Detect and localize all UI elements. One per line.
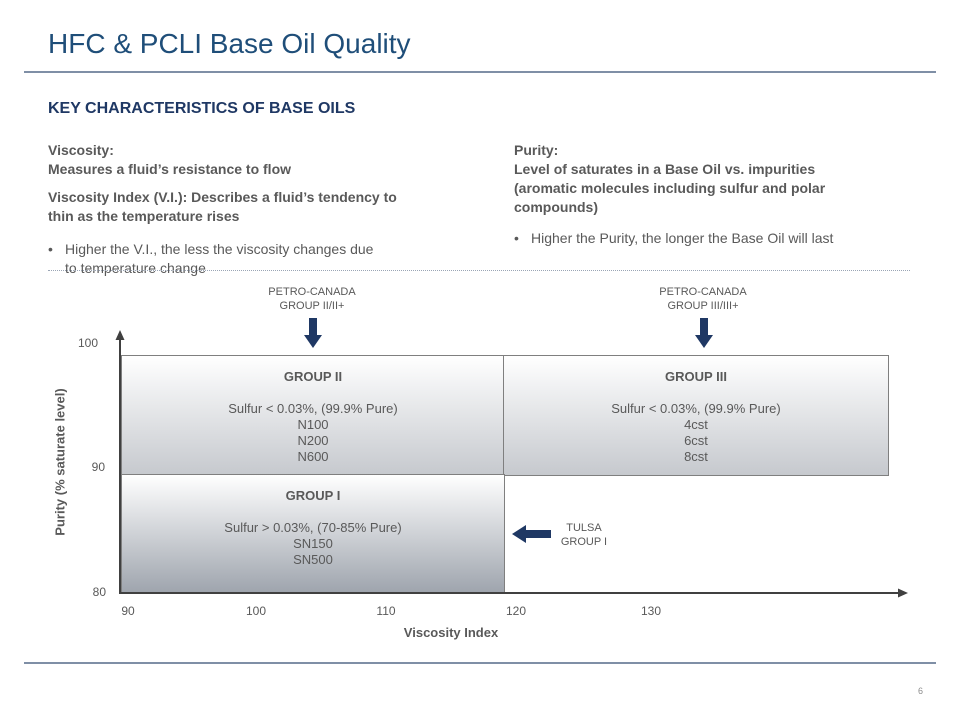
down-arrow-icon	[695, 318, 713, 348]
group-3-grade: 6cst	[684, 433, 708, 448]
group-1-region: GROUP I Sulfur > 0.03%, (70-85% Pure) SN…	[121, 474, 505, 594]
group-1-grade: SN500	[293, 552, 333, 567]
purity-bullet: • Higher the Purity, the longer the Base…	[514, 229, 914, 248]
group-2-title: GROUP II	[283, 369, 343, 384]
bullet-marker: •	[514, 230, 519, 246]
x-tick-label: 90	[121, 604, 135, 618]
x-axis-arrowhead-icon	[898, 588, 908, 598]
y-tick-label: 80	[92, 585, 106, 599]
viscosity-bullet-line-1: Higher the V.I., the less the viscosity …	[65, 241, 374, 257]
viscosity-bullet-line-2: to temperature change	[65, 260, 206, 276]
group-1-title: GROUP I	[285, 488, 341, 503]
down-arrow-icon	[304, 318, 322, 348]
group-3-title: GROUP III	[665, 369, 727, 384]
x-tick-label: 120	[505, 604, 527, 618]
viscosity-index-line-2: thin as the temperature rises	[48, 208, 240, 224]
purity-line-1: Level of saturates in a Base Oil vs. imp…	[514, 161, 816, 177]
group-2-grade: N600	[297, 449, 329, 464]
viscosity-label: Viscosity:	[48, 142, 114, 158]
tulsa-line-2: GROUP I	[560, 536, 608, 548]
y-tick-label: 100	[77, 336, 98, 350]
section-heading: KEY CHARACTERISTICS OF BASE OILS	[48, 100, 356, 117]
group-3-sulfur: Sulfur < 0.03%, (99.9% Pure)	[611, 401, 781, 416]
group-3-grade: 4cst	[684, 417, 708, 432]
page-title: HFC & PCLI Base Oil Quality	[48, 28, 411, 59]
x-tick-label: 130	[640, 604, 662, 618]
group-2-sulfur: Sulfur < 0.03%, (99.9% Pure)	[228, 401, 398, 416]
group-3-region: GROUP III Sulfur < 0.03%, (99.9% Pure) 4…	[503, 355, 889, 476]
purity-label: Purity:	[514, 142, 559, 158]
x-axis-title: Viscosity Index	[403, 625, 499, 640]
group-2-grade: N100	[297, 417, 329, 432]
petro-canada-group3-line-1: PETRO-CANADA	[659, 286, 747, 298]
dotted-divider	[48, 270, 910, 271]
x-tick-label: 100	[245, 604, 267, 618]
y-axis-title: Purity (% saturate level)	[52, 388, 68, 536]
petro-canada-group3-line-2: GROUP III/III+	[667, 300, 739, 312]
purity-line-3: compounds)	[514, 199, 598, 215]
bullet-marker: •	[48, 241, 53, 257]
petro-canada-group2-line-2: GROUP II/II+	[279, 300, 345, 312]
group-2-grade: N200	[297, 433, 329, 448]
tulsa-line-1: TULSA	[566, 522, 602, 534]
y-tick-label: 90	[91, 460, 105, 474]
page-number: 6	[918, 686, 924, 696]
viscosity-column: Viscosity: Measures a fluid’s resistance…	[48, 141, 448, 278]
purity-line-2: (aromatic molecules including sulfur and…	[514, 180, 826, 196]
group-3-grade: 8cst	[684, 449, 708, 464]
petro-canada-group2-label: PETRO-CANADA GROUP II/II+	[252, 285, 372, 313]
x-tick-label: 110	[376, 604, 396, 618]
group-1-sulfur: Sulfur > 0.03%, (70-85% Pure)	[224, 520, 402, 535]
footer-divider	[24, 662, 936, 664]
group-1-grade: SN150	[293, 536, 333, 551]
y-axis-arrowhead-icon	[115, 330, 125, 340]
tulsa-label: TULSA GROUP I	[546, 521, 622, 549]
viscosity-index-line-1: Viscosity Index (V.I.): Describes a flui…	[48, 189, 397, 205]
petro-canada-group2-line-1: PETRO-CANADA	[268, 286, 356, 298]
viscosity-description: Measures a fluid’s resistance to flow	[48, 161, 292, 177]
purity-column: Purity: Level of saturates in a Base Oil…	[514, 141, 914, 248]
petro-canada-group3-label: PETRO-CANADA GROUP III/III+	[643, 285, 763, 313]
purity-bullet-text: Higher the Purity, the longer the Base O…	[531, 230, 834, 246]
group-2-region: GROUP II Sulfur < 0.03%, (99.9% Pure) N1…	[121, 355, 505, 476]
viscosity-bullet: • Higher the V.I., the less the viscosit…	[48, 240, 448, 278]
title-divider	[24, 71, 936, 73]
